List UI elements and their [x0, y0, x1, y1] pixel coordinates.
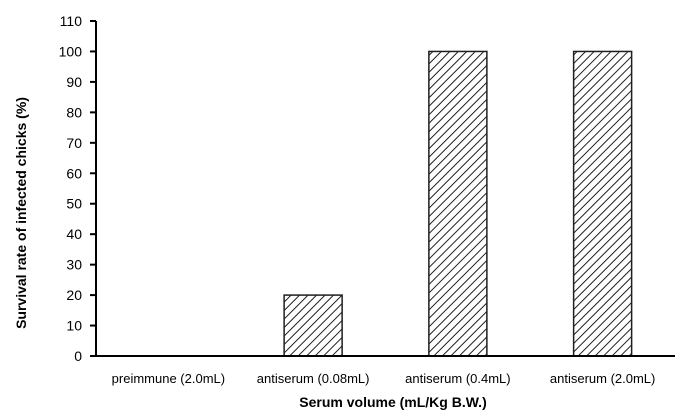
y-tick-label: 10	[66, 318, 82, 334]
y-axis-ticks: 0 10 20 30 40 50 60 70 80 90 100 110	[59, 13, 96, 364]
bar	[428, 50, 488, 357]
x-axis-labels: preimmune (2.0mL) antiserum (0.08mL) antis…	[112, 371, 656, 386]
x-category-label: preimmune (2.0mL)	[112, 371, 225, 386]
y-tick-label: 90	[66, 74, 82, 90]
x-axis-title: Serum volume (mL/Kg B.W.)	[299, 394, 486, 410]
x-category-label: antiserum (0.4mL)	[405, 371, 510, 386]
x-category-label: antiserum (0.08mL)	[257, 371, 370, 386]
y-tick-label: 50	[66, 196, 82, 212]
y-tick-label: 60	[66, 165, 82, 181]
bar	[283, 294, 343, 357]
y-tick-label: 30	[66, 257, 82, 273]
x-category-label: antiserum (2.0mL)	[550, 371, 655, 386]
y-tick-label: 0	[74, 348, 82, 364]
bars	[283, 50, 633, 357]
y-tick-label: 40	[66, 226, 82, 242]
y-tick-label: 80	[66, 104, 82, 120]
y-tick-label: 20	[66, 287, 82, 303]
y-axis-title: Survival rate of infected chicks (%)	[13, 97, 29, 329]
y-tick-label: 70	[66, 135, 82, 151]
y-tick-label: 110	[60, 13, 83, 29]
y-tick-label: 100	[59, 43, 83, 59]
bar	[572, 50, 633, 357]
